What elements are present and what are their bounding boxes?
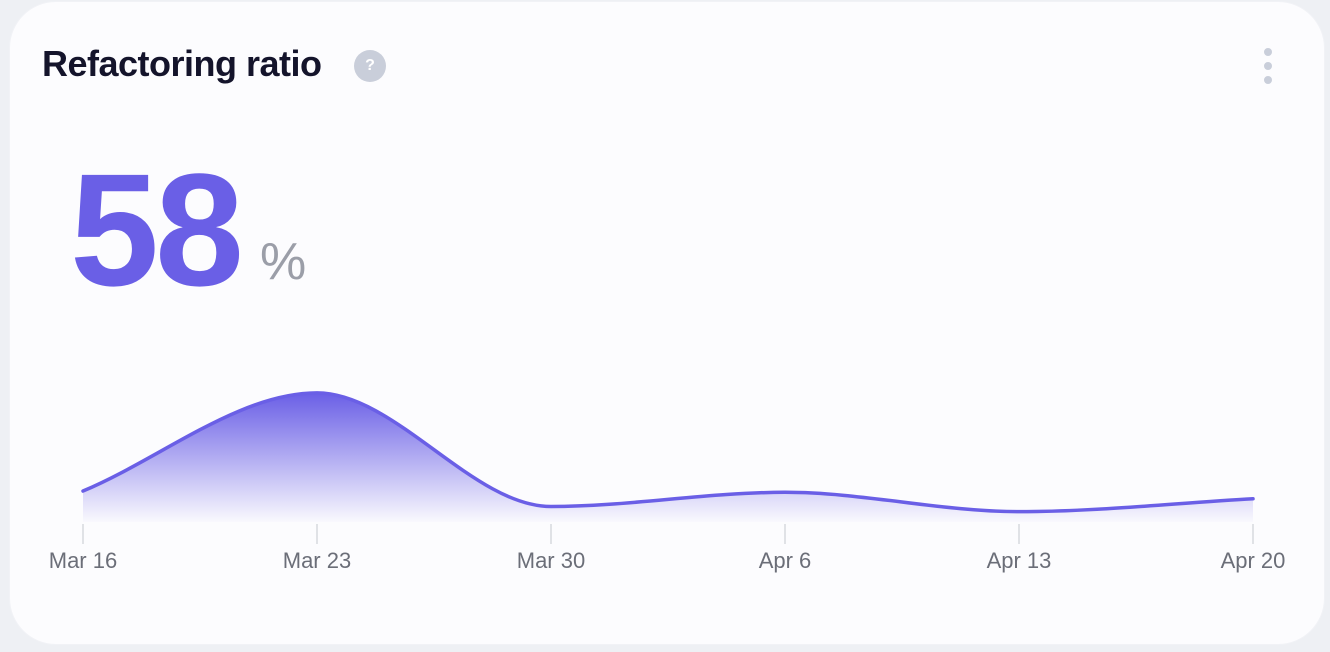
x-tick-label: Mar 30 [517, 548, 585, 573]
menu-dot [1264, 62, 1272, 70]
menu-dot [1264, 48, 1272, 56]
menu-dot [1264, 76, 1272, 84]
series-area [83, 392, 1253, 522]
x-tick-label: Apr 20 [1221, 548, 1286, 573]
ratio-value: 58 [70, 140, 244, 319]
x-tick-label: Mar 23 [283, 548, 351, 573]
x-tick-label: Apr 13 [987, 548, 1052, 573]
help-icon[interactable]: ? [354, 50, 386, 82]
x-tick-label: Mar 16 [49, 548, 117, 573]
ratio-unit: % [260, 233, 307, 291]
more-options-icon[interactable] [1256, 48, 1280, 84]
x-tick-label: Apr 6 [759, 548, 812, 573]
series-line [81, 391, 1255, 514]
card-title: Refactoring ratio [42, 43, 322, 84]
refactoring-ratio-card [10, 2, 1324, 644]
